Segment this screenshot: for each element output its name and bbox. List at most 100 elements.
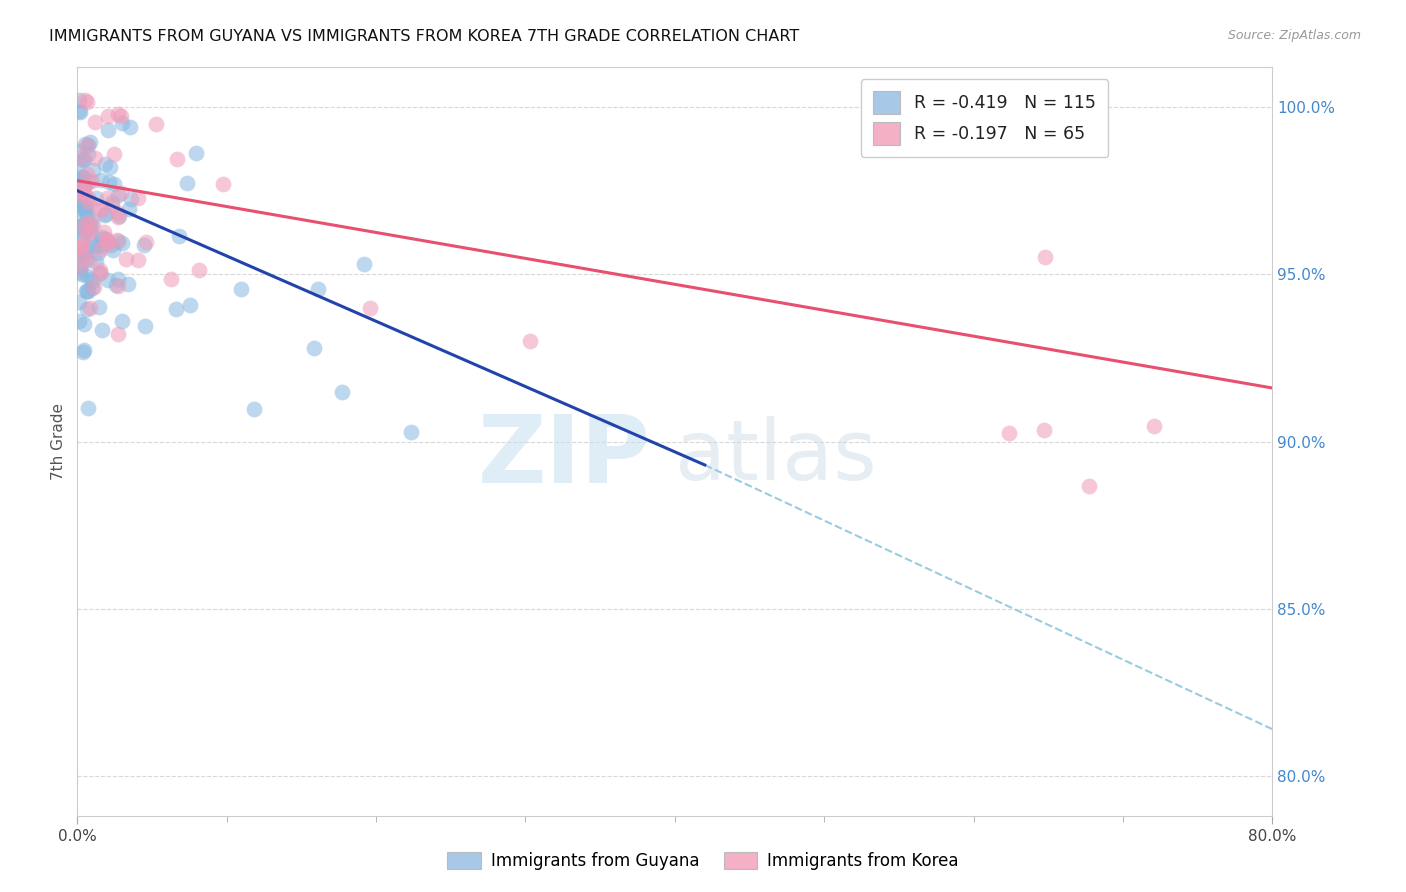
Point (110, 109, 132, 123)
Point (69, 261, 91, 276)
Point (67, 246, 90, 260)
Point (117, 277, 139, 292)
Point (97, 272, 120, 286)
Point (108, 209, 131, 223)
Point (67, 196, 90, 211)
Point (107, 278, 129, 293)
Point (82, 274, 104, 288)
Point (101, 195, 124, 210)
Point (72, 169, 94, 184)
Point (96, 232, 118, 246)
Point (107, 327, 129, 342)
Point (73, 202, 96, 217)
Point (100, 198, 122, 212)
Point (76, 209, 98, 223)
Point (76, 302, 98, 317)
Point (77, 401, 100, 415)
Point (84, 254, 107, 268)
Point (89, 266, 111, 280)
Point (1033, 250, 1056, 264)
Point (70, 239, 93, 253)
Point (76, 269, 98, 284)
Point (77, 174, 100, 188)
Point (73, 318, 96, 332)
Point (67, 219, 90, 234)
Point (111, 314, 134, 328)
Point (91, 232, 114, 246)
Point (89, 242, 111, 256)
Point (77, 253, 100, 268)
Text: atlas: atlas (675, 416, 876, 497)
Point (69, 259, 91, 273)
Point (76, 228, 98, 243)
Point (89, 266, 111, 280)
Point (76, 241, 98, 255)
Point (69, 195, 91, 210)
Point (184, 146, 207, 161)
Point (93, 225, 115, 239)
Point (76, 167, 98, 181)
Point (67, 209, 90, 223)
Point (80, 212, 103, 227)
Point (69, 184, 91, 198)
Point (145, 117, 167, 131)
Point (72, 153, 94, 167)
Point (212, 177, 235, 191)
Point (73, 343, 96, 357)
Point (84, 190, 107, 204)
Point (76, 138, 98, 153)
Point (70, 150, 93, 164)
Point (229, 282, 252, 296)
Point (75, 137, 97, 152)
Point (89, 263, 111, 277)
Point (67, 144, 90, 158)
Point (359, 301, 381, 315)
Point (94, 232, 117, 246)
Point (72, 178, 94, 193)
Point (76, 252, 98, 266)
Point (127, 191, 149, 205)
Point (105, 234, 128, 248)
Point (187, 263, 209, 277)
Point (75, 285, 97, 299)
Point (166, 153, 188, 167)
Point (302, 341, 325, 355)
Text: IMMIGRANTS FROM GUYANA VS IMMIGRANTS FROM KOREA 7TH GRADE CORRELATION CHART: IMMIGRANTS FROM GUYANA VS IMMIGRANTS FRO… (49, 29, 800, 44)
Point (80, 174, 103, 188)
Text: ZIP: ZIP (478, 410, 651, 502)
Point (72, 169, 94, 184)
Point (998, 426, 1021, 441)
Point (77, 195, 100, 210)
Point (84, 151, 107, 165)
Point (75, 201, 97, 215)
Point (118, 202, 141, 216)
Point (72, 345, 94, 359)
Point (91, 323, 114, 337)
Point (101, 244, 124, 258)
Point (79, 135, 101, 149)
Point (67, 156, 90, 170)
Point (159, 272, 181, 286)
Point (76, 204, 98, 219)
Point (69, 187, 91, 202)
Point (132, 237, 155, 252)
Point (107, 206, 129, 220)
Point (77, 147, 100, 161)
Point (167, 228, 190, 243)
Point (120, 120, 142, 134)
Point (1033, 423, 1056, 437)
Point (120, 192, 142, 206)
Point (69, 295, 91, 310)
Point (353, 257, 375, 271)
Point (75, 244, 97, 259)
Point (97, 175, 120, 189)
Point (84, 239, 107, 253)
Point (135, 235, 157, 249)
Point (72, 248, 94, 262)
Point (67, 93, 90, 107)
Point (79, 301, 101, 315)
Point (73, 179, 96, 194)
Point (107, 272, 129, 286)
Point (73, 176, 96, 190)
Point (83, 115, 105, 129)
